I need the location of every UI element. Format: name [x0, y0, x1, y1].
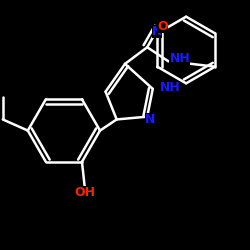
Text: N: N — [145, 113, 155, 126]
Text: N: N — [152, 26, 162, 38]
Text: NH: NH — [160, 81, 180, 94]
Text: O: O — [157, 20, 168, 33]
Text: OH: OH — [74, 186, 95, 199]
Text: NH: NH — [170, 52, 190, 66]
